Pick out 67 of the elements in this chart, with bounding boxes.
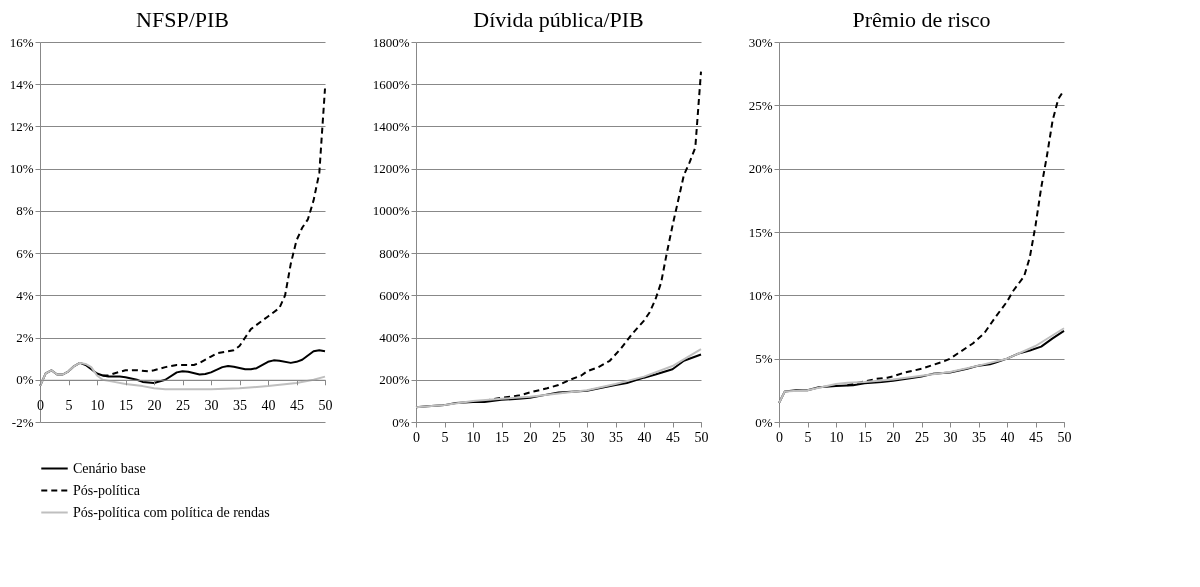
y-tick-label: 2% bbox=[16, 330, 34, 346]
x-tick-label: 40 bbox=[261, 398, 276, 414]
y-tick-label: 0% bbox=[755, 414, 773, 430]
y-tick-label: 400% bbox=[379, 330, 410, 346]
x-tick-label: 15 bbox=[495, 429, 509, 445]
x-tick-label: 20 bbox=[886, 429, 901, 445]
x-tick-label: 0 bbox=[413, 429, 420, 445]
y-tick-label: 6% bbox=[16, 245, 34, 261]
y-tick-label: 1200% bbox=[372, 161, 410, 177]
x-tick-label: 40 bbox=[1000, 429, 1015, 445]
x-tick-label: 0 bbox=[37, 398, 44, 414]
y-tick-label: 0% bbox=[16, 372, 34, 388]
line-series bbox=[39, 361, 326, 391]
x-tick-label: 30 bbox=[580, 429, 595, 445]
y-tick-label: 10% bbox=[748, 287, 773, 303]
x-tick-label: 25 bbox=[176, 398, 190, 414]
y-tick-label: 4% bbox=[16, 287, 34, 303]
y-tick-label: 200% bbox=[379, 372, 410, 388]
y-tick-label: 600% bbox=[379, 287, 410, 303]
y-tick-label: 8% bbox=[16, 203, 34, 219]
x-tick-label: 40 bbox=[637, 429, 652, 445]
y-tick-label: 1000% bbox=[372, 203, 410, 219]
chart-title: Prêmio de risco bbox=[852, 7, 991, 32]
x-tick-label: 15 bbox=[119, 398, 133, 414]
x-tick-label: 10 bbox=[829, 429, 844, 445]
x-tick-label: 5 bbox=[804, 429, 812, 445]
y-tick-label: 1800% bbox=[372, 34, 410, 50]
x-tick-label: 50 bbox=[1057, 429, 1072, 445]
x-tick-label: 10 bbox=[466, 429, 481, 445]
x-tick-label: 25 bbox=[552, 429, 566, 445]
y-tick-label: 1400% bbox=[372, 118, 410, 134]
x-tick-label: 30 bbox=[943, 429, 958, 445]
y-tick-label: 5% bbox=[755, 351, 773, 367]
y-tick-label: 30% bbox=[748, 34, 773, 50]
x-tick-label: 50 bbox=[318, 398, 333, 414]
x-tick-label: 25 bbox=[915, 429, 929, 445]
x-tick-label: 5 bbox=[441, 429, 449, 445]
legend-label: Pós-política bbox=[73, 482, 141, 498]
x-tick-label: 30 bbox=[204, 398, 219, 414]
x-tick-label: 20 bbox=[523, 429, 538, 445]
y-tick-label: 10% bbox=[9, 161, 34, 177]
x-tick-label: 45 bbox=[1029, 429, 1043, 445]
y-tick-label: 15% bbox=[748, 224, 773, 240]
y-tick-label: 1600% bbox=[372, 76, 410, 92]
y-tick-label: 25% bbox=[748, 97, 773, 113]
x-tick-label: 5 bbox=[65, 398, 73, 414]
y-tick-label: -2% bbox=[11, 414, 34, 430]
chart-title: NFSP/PIB bbox=[136, 7, 229, 32]
y-tick-label: 800% bbox=[379, 245, 410, 261]
y-tick-label: 14% bbox=[9, 76, 34, 92]
legend-label: Cenário base bbox=[73, 460, 146, 476]
y-tick-label: 0% bbox=[392, 414, 410, 430]
x-tick-label: 0 bbox=[776, 429, 783, 445]
x-tick-label: 15 bbox=[858, 429, 872, 445]
x-tick-label: 45 bbox=[290, 398, 304, 414]
legend-label: Pós-política com política de rendas bbox=[73, 504, 270, 520]
chart-title: Dívida pública/PIB bbox=[473, 7, 644, 32]
x-tick-label: 10 bbox=[90, 398, 105, 414]
x-tick-label: 35 bbox=[233, 398, 247, 414]
x-tick-label: 20 bbox=[147, 398, 162, 414]
x-tick-label: 50 bbox=[694, 429, 709, 445]
y-tick-label: 12% bbox=[9, 118, 34, 134]
x-tick-label: 35 bbox=[609, 429, 623, 445]
y-tick-label: 16% bbox=[9, 34, 34, 50]
x-tick-label: 35 bbox=[972, 429, 986, 445]
x-tick-label: 45 bbox=[666, 429, 680, 445]
y-tick-label: 20% bbox=[748, 161, 773, 177]
